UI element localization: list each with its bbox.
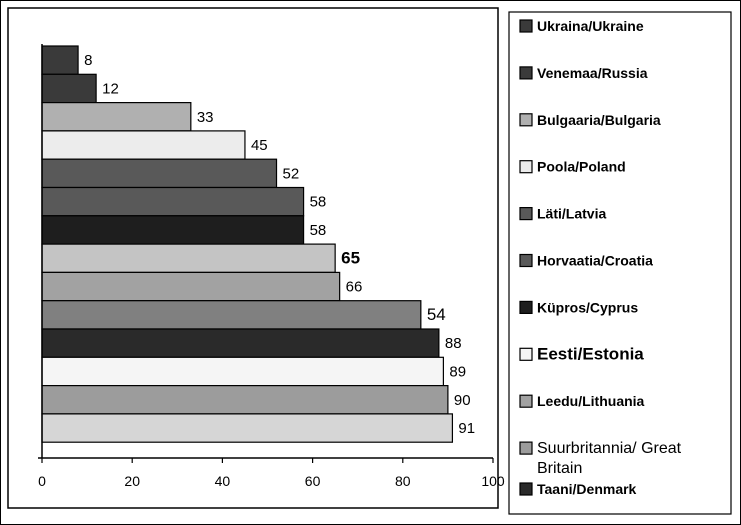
legend-label: Taani/Denmark [537, 481, 637, 497]
x-tick-label: 0 [38, 473, 46, 489]
legend-swatch [519, 441, 533, 455]
bar-value-label: 58 [310, 222, 327, 239]
bar-value-label: 54 [427, 305, 446, 324]
legend-label: Leedu/Lithuania [537, 393, 645, 409]
legend-box [508, 11, 732, 515]
bar [41, 158, 278, 189]
bar-value-label: 52 [283, 165, 300, 182]
legend-label: Küpros/Cyprus [537, 299, 638, 315]
x-tick-label: 20 [124, 473, 140, 489]
bar-value-label: 45 [251, 137, 268, 154]
legend-label: Suurbritannia/ Great Britain [537, 440, 682, 477]
bar [41, 271, 341, 302]
bar-value-label: 66 [346, 279, 363, 296]
legend-label: Läti/Latvia [537, 206, 606, 222]
x-axis: 0 20 40 60 80 100 [38, 44, 505, 489]
legend-label: Venemaa/Russia [537, 65, 648, 81]
legend: Ukraina/Ukraine Venemaa/Russia Bulgaaria/B… [519, 18, 682, 497]
bar-value-label: 33 [197, 109, 214, 126]
legend-label: Poola/Poland [537, 159, 626, 175]
legend-swatch [519, 394, 533, 408]
legend-label: Bulgaaria/Bulgaria [537, 112, 661, 128]
legend-swatch [519, 160, 533, 174]
x-tick-label: 100 [481, 473, 505, 489]
bar [41, 130, 246, 160]
bar-value-label: 12 [102, 80, 119, 97]
bar [41, 385, 449, 415]
legend-label: Eesti/Estonia [537, 344, 644, 363]
bar-value-label: 58 [310, 194, 327, 211]
bar [41, 45, 79, 75]
bar-value-label: 8 [84, 52, 92, 69]
legend-swatch [519, 300, 533, 314]
legend-swatch [519, 347, 533, 361]
bar [41, 413, 454, 443]
legend-swatch [519, 253, 533, 268]
bar [41, 101, 192, 132]
bar [41, 186, 305, 217]
bar-value-label: 65 [341, 248, 360, 267]
legend-swatch [519, 113, 533, 127]
legend-swatch [519, 19, 533, 33]
bar-value-label: 89 [449, 363, 466, 380]
bar [41, 300, 422, 330]
bar-value-label: 91 [458, 420, 475, 437]
legend-label: Horvaatia/Croatia [537, 253, 653, 269]
bars-layer: 8 12 33 45 52 58 58 65 66 54 88 89 90 91 [41, 45, 475, 443]
legend-swatch [519, 482, 533, 496]
bar [41, 243, 336, 274]
bar-value-label: 88 [445, 335, 462, 352]
bar [41, 215, 305, 245]
bar [41, 328, 440, 358]
x-tick-label: 80 [395, 473, 411, 489]
x-tick-label: 60 [305, 473, 321, 489]
bar [41, 73, 97, 104]
bar [41, 356, 444, 387]
bar-value-label: 90 [454, 392, 471, 409]
legend-swatch [519, 66, 533, 80]
x-tick-label: 40 [215, 473, 231, 489]
legend-swatch [519, 207, 533, 221]
legend-label: Ukraina/Ukraine [537, 18, 644, 34]
